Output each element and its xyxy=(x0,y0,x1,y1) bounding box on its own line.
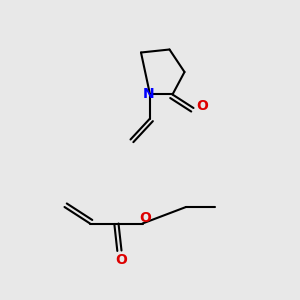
Text: O: O xyxy=(116,253,128,266)
Text: O: O xyxy=(196,100,208,113)
Text: N: N xyxy=(143,88,154,101)
Text: O: O xyxy=(139,211,151,225)
